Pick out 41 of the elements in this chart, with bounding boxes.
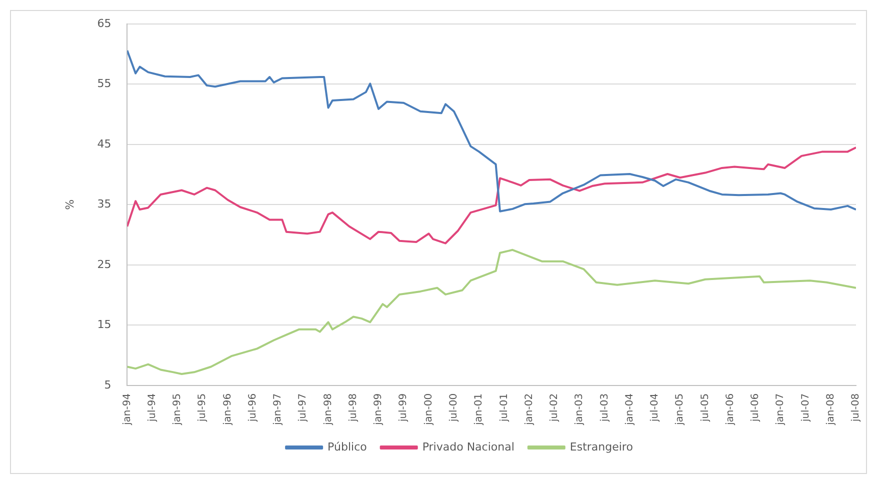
- y-tick-label: 55: [97, 77, 112, 90]
- x-tick-label: jan-97: [272, 393, 284, 426]
- x-tick-label: jul-04: [650, 393, 661, 423]
- x-tick-label: jan-06: [724, 393, 736, 426]
- x-tick-label: jul-08: [850, 393, 862, 423]
- x-tick-label: jul-06: [750, 393, 762, 423]
- x-tick-label: jan-03: [574, 393, 586, 426]
- x-tick-label: jul-02: [549, 393, 560, 423]
- legend-label: Estrangeiro: [570, 440, 634, 454]
- y-axis-title: %: [63, 199, 76, 210]
- x-tick-label: jan-05: [674, 393, 686, 426]
- x-tick-label: jan-08: [825, 393, 836, 426]
- x-tick-label: jul-00: [448, 393, 460, 423]
- x-tick-label: jul-05: [700, 393, 711, 423]
- x-tick-label: jan-94: [122, 393, 133, 426]
- x-tick-label: jul-95: [197, 393, 208, 423]
- y-tick-label: 25: [97, 258, 112, 271]
- x-tick-label: jul-94: [146, 393, 158, 423]
- x-tick-label: jan-04: [624, 393, 636, 426]
- y-tick-label: 35: [97, 198, 112, 211]
- x-tick-label: jan-96: [222, 393, 234, 426]
- legend-label: Privado Nacional: [422, 440, 514, 454]
- x-tick-label: jul-97: [298, 393, 309, 423]
- y-tick-label: 5: [104, 378, 112, 392]
- x-tick-label: jul-03: [599, 393, 610, 423]
- x-tick-label: jan-99: [373, 393, 384, 426]
- x-tick-label: jul-01: [498, 393, 510, 423]
- x-tick-label: jan-00: [423, 393, 434, 426]
- x-tick-label: jan-02: [524, 393, 535, 426]
- x-tick-label: jul-98: [348, 393, 359, 423]
- y-tick-label: 15: [97, 318, 112, 332]
- x-tick-label: jan-07: [775, 393, 786, 426]
- x-tick-label: jul-96: [247, 393, 258, 423]
- y-tick-label: 45: [97, 137, 112, 150]
- x-tick-label: jan-95: [172, 393, 184, 426]
- x-tick-label: jul-07: [800, 393, 812, 423]
- x-tick-label: jan-01: [474, 393, 485, 426]
- y-tick-label: 65: [97, 16, 112, 30]
- x-tick-label: jan-98: [322, 393, 334, 426]
- x-tick-label: jul-99: [398, 393, 410, 423]
- legend-label: Público: [328, 440, 368, 454]
